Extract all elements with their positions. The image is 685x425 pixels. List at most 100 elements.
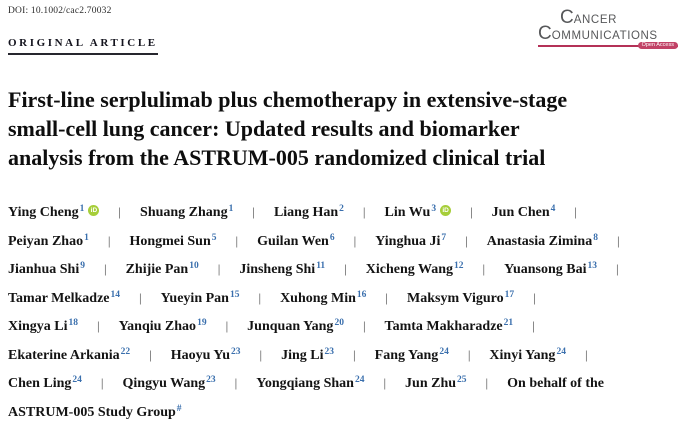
author-separator: |: [139, 290, 142, 305]
author-row: Jianhua Shi9|Zhijie Pan10|Jinsheng Shi11…: [8, 254, 677, 283]
author-separator: |: [574, 204, 577, 219]
author-affiliation-superscript: 24: [439, 347, 449, 357]
journal-logo-line1: CANCER: [560, 11, 678, 27]
author: Jun Zhu25: [405, 376, 466, 391]
article-title-line2: small-cell lung cancer: Updated results …: [8, 114, 677, 143]
orcid-icon[interactable]: iD: [88, 205, 99, 216]
author-separator: |: [101, 375, 104, 390]
author-separator: |: [385, 290, 388, 305]
author-affiliation-superscript: 12: [454, 261, 464, 271]
author-affiliation-superscript: 10: [189, 261, 199, 271]
author-row: Tamar Melkadze14 | Yueyin Pan15 | Xuhong Min…: [8, 283, 677, 312]
author-separator: |: [532, 318, 535, 333]
author: Chen Ling24: [8, 376, 82, 391]
author-name: Haoyu Yu: [171, 348, 230, 363]
author-name: Junquan Yang: [247, 319, 333, 334]
author: Tamta Makharadze21: [385, 319, 514, 334]
author-name: On behalf of the: [507, 376, 604, 391]
author-affiliation-superscript: 1: [229, 204, 234, 214]
author-name: Hongmei Sun: [129, 234, 210, 249]
author-separator: |: [468, 347, 471, 362]
author-name: Jun Zhu: [405, 376, 456, 391]
author-row: Ekaterine Arkania22 | Haoyu Yu23 | Jing Li23…: [8, 340, 677, 369]
author-name: Tamta Makharadze: [385, 319, 503, 334]
author: Peiyan Zhao1: [8, 234, 89, 249]
author-name: Liang Han: [274, 205, 338, 220]
author: Junquan Yang20: [247, 319, 344, 334]
author-separator: |: [252, 204, 255, 219]
author-separator: |: [104, 261, 107, 276]
orcid-icon[interactable]: iD: [440, 205, 451, 216]
logo-text-ommunications: OMMUNICATIONS: [552, 30, 658, 42]
author: Yuansong Bai13: [504, 262, 597, 277]
author-name: Xicheng Wang: [366, 262, 453, 277]
author-name: Ekaterine Arkania: [8, 348, 120, 363]
author: Xinyi Yang24: [489, 348, 566, 363]
author-name: Xuhong Min: [280, 291, 356, 306]
author: Haoyu Yu23: [171, 348, 241, 363]
author: Guilan Wen6: [257, 234, 334, 249]
author-affiliation-superscript: 3: [431, 204, 436, 214]
author-name: Jing Li: [281, 348, 323, 363]
author-name: Chen Ling: [8, 376, 71, 391]
author-affiliation-superscript: 14: [111, 290, 121, 300]
author-separator: |: [353, 347, 356, 362]
logo-text-ancer: ANCER: [574, 14, 617, 26]
author-separator: |: [97, 318, 100, 333]
author: Hongmei Sun5: [129, 234, 216, 249]
author-name: Shuang Zhang: [140, 205, 228, 220]
author-separator: |: [383, 375, 386, 390]
author-separator: |: [149, 347, 152, 362]
author-separator: |: [108, 233, 111, 248]
author: Liang Han2: [274, 205, 344, 220]
author: On behalf of the: [507, 376, 604, 391]
author: Xicheng Wang12: [366, 262, 464, 277]
author-name: Tamar Melkadze: [8, 291, 110, 306]
author-row: Peiyan Zhao1 | Hongmei Sun5 | Guilan Wen6 | Yi…: [8, 226, 677, 255]
author-separator: |: [363, 318, 366, 333]
author-affiliation-superscript: 20: [334, 318, 344, 328]
author-affiliation-superscript: 23: [206, 375, 216, 385]
author-name: Guilan Wen: [257, 234, 329, 249]
author: ASTRUM-005 Study Group#: [8, 405, 182, 420]
author-separator: |: [585, 347, 588, 362]
logo-initial-c1: C: [560, 7, 574, 28]
author: Fang Yang24: [375, 348, 449, 363]
author-row: Xingya Li18|Yanqiu Zhao19|Junquan Yang20…: [8, 311, 677, 340]
article-title-line3: analysis from the ASTRUM-005 randomized …: [8, 143, 677, 172]
author: Yueyin Pan15: [161, 291, 240, 306]
author-affiliation-superscript: 22: [121, 347, 131, 357]
author-separator: |: [465, 233, 468, 248]
author: Jing Li23: [281, 348, 334, 363]
author-name: Xingya Li: [8, 319, 68, 334]
author-name: ASTRUM-005 Study Group: [8, 405, 176, 420]
author-affiliation-superscript: 13: [588, 261, 598, 271]
author-affiliation-superscript: 18: [69, 318, 79, 328]
author-affiliation-superscript: 24: [72, 375, 82, 385]
journal-logo: CANCER COMMUNICATIONS Open Access: [538, 11, 678, 47]
author-row: Chen Ling24|Qingyu Wang23|Yongqiang Shan…: [8, 368, 677, 397]
author-name: Yinghua Ji: [375, 234, 440, 249]
author: Xingya Li18: [8, 319, 78, 334]
author-separator: |: [236, 233, 239, 248]
author-name: Qingyu Wang: [123, 376, 206, 391]
author: Jinsheng Shi11: [239, 262, 325, 277]
author: Jianhua Shi9: [8, 262, 85, 277]
author-name: Anastasia Zimina: [487, 234, 592, 249]
author: Jun Chen4: [492, 205, 556, 220]
open-access-badge: Open Access: [638, 42, 678, 49]
author-affiliation-superscript: 15: [230, 290, 240, 300]
author-name: Yuansong Bai: [504, 262, 586, 277]
author-affiliation-superscript: 25: [457, 375, 467, 385]
author-separator: |: [354, 233, 357, 248]
author-name: Zhijie Pan: [126, 262, 189, 277]
author-name: Jinsheng Shi: [239, 262, 315, 277]
author: Yinghua Ji7: [375, 234, 446, 249]
author-affiliation-superscript: 19: [197, 318, 207, 328]
author-name: Xinyi Yang: [489, 348, 555, 363]
article-first-page: DOI: 10.1002/cac2.70032 ORIGINAL ARTICLE…: [0, 0, 685, 408]
author: Ekaterine Arkania22: [8, 348, 130, 363]
author-affiliation-superscript: #: [177, 404, 182, 414]
